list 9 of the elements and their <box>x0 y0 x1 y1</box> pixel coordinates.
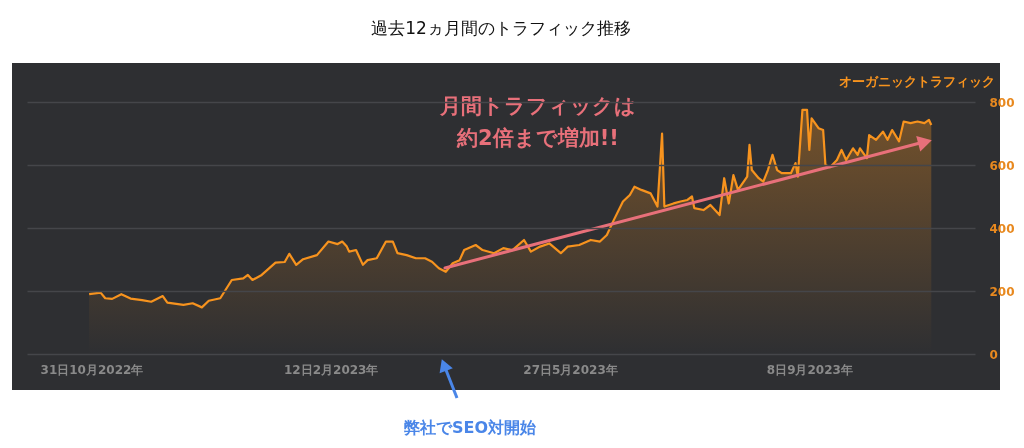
annotation: 約2倍まで増加!! <box>456 126 619 150</box>
y-tick-label: 0 <box>989 347 998 362</box>
text: オーガニックトラフィック <box>839 74 995 89</box>
x-tick-label: 12日2月2023年 <box>284 362 379 377</box>
chart-title: 過去12ヵ月間のトラフィック推移 <box>371 18 631 38</box>
x-tick-label: 27日5月2023年 <box>523 362 618 377</box>
x-tick-label: 8日9月2023年 <box>766 362 853 377</box>
text: 弊社でSEO対開始 <box>403 418 538 437</box>
x-tick-label: 31日10月2022年 <box>40 362 144 377</box>
